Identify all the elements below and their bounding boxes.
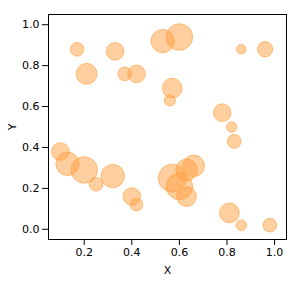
svg-text:1.0: 1.0 [22,18,40,31]
svg-text:0.8: 0.8 [218,246,236,259]
svg-text:0.4: 0.4 [22,141,40,154]
svg-text:0.8: 0.8 [22,59,40,72]
svg-text:0.4: 0.4 [123,246,141,259]
svg-text:0.6: 0.6 [22,100,40,113]
svg-text:0.6: 0.6 [171,246,189,259]
svg-text:X: X [164,264,172,277]
svg-text:1.0: 1.0 [266,246,284,259]
svg-text:0.0: 0.0 [22,223,40,236]
svg-text:Y: Y [6,123,19,131]
svg-text:0.2: 0.2 [75,246,93,259]
svg-text:0.2: 0.2 [22,182,40,195]
